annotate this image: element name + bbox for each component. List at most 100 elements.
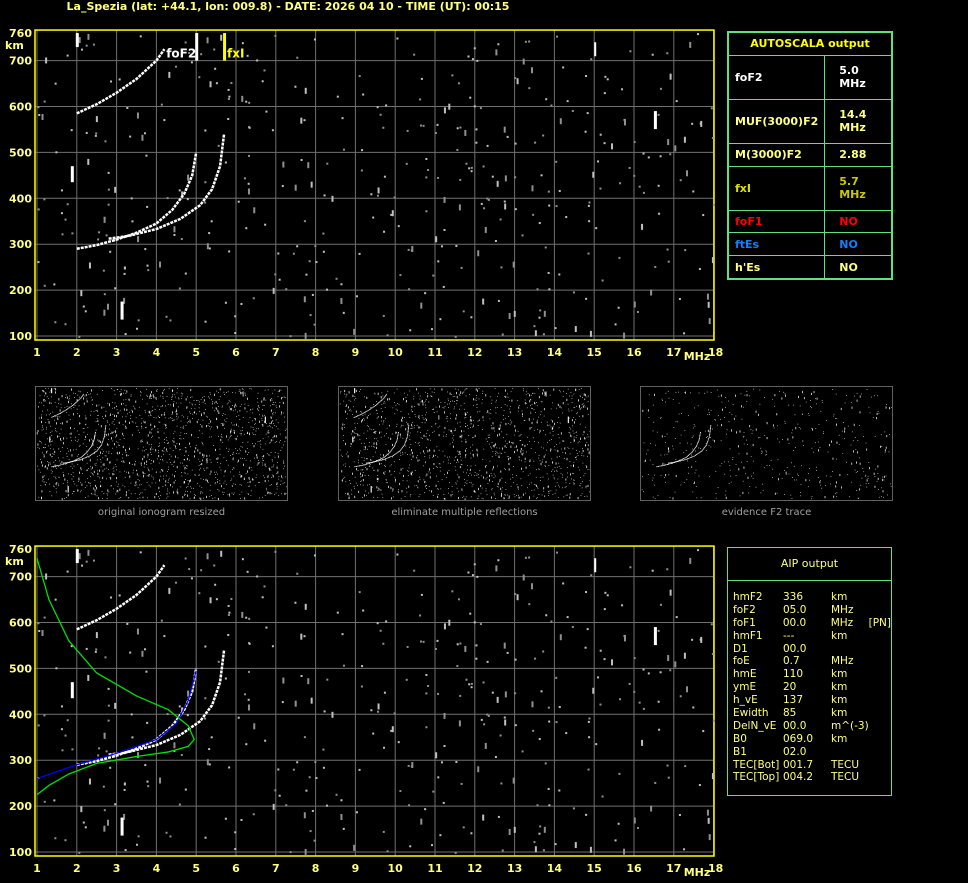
noise-dot [345, 465, 346, 467]
noise-dot [875, 468, 877, 470]
noise-dot [148, 469, 150, 470]
noise-dot [219, 388, 221, 391]
noise-dot [890, 486, 892, 487]
noise-dot [366, 484, 368, 486]
noise-dot [354, 396, 356, 397]
noise-dot [705, 450, 707, 451]
noise-dot [684, 392, 686, 393]
noise-dot [433, 412, 435, 413]
noise-dot [161, 450, 163, 452]
noise-dot [348, 495, 350, 497]
noise-dot [156, 390, 157, 392]
noise-dot [758, 437, 759, 439]
noise-dot [540, 414, 542, 416]
noise-dot [42, 410, 43, 412]
noise-dot [169, 417, 171, 419]
noise-dot [352, 472, 353, 475]
noise-dot [694, 472, 696, 474]
noise-dot [580, 495, 582, 497]
noise-dot [541, 461, 543, 463]
noise-dot [186, 465, 188, 467]
noise-dot [403, 474, 404, 478]
noise-dot [742, 480, 744, 482]
noise-dot [766, 422, 768, 425]
noise-dot [110, 433, 111, 435]
noise-dot [120, 389, 122, 391]
noise-dot [529, 461, 530, 463]
noise-dot [55, 466, 56, 468]
noise-dot [151, 410, 153, 412]
noise-dot [477, 250, 480, 257]
noise-dot [588, 220, 591, 223]
noise-dot [496, 447, 498, 449]
marker-line [195, 33, 199, 61]
noise-dot [683, 452, 685, 454]
noise-dot [467, 571, 470, 574]
noise-dot [122, 457, 124, 459]
noise-dot [400, 452, 401, 454]
noise-dot [544, 495, 546, 497]
noise-dot [447, 391, 448, 393]
noise-dot [532, 729, 535, 732]
noise-dot [230, 597, 233, 600]
noise-dot [464, 389, 466, 391]
noise-dot [101, 448, 103, 450]
noise-dot [158, 462, 160, 464]
noise-dot [113, 390, 115, 392]
noise-dot [501, 333, 504, 336]
noise-dot [687, 460, 688, 462]
noise-dot [71, 388, 72, 391]
aip-cell: TECU [831, 771, 860, 784]
noise-dot [373, 429, 375, 430]
noise-dot [433, 449, 435, 452]
noise-dot [516, 449, 518, 452]
noise-dot [150, 463, 152, 465]
noise-dot [542, 392, 543, 395]
noise-dot [769, 465, 770, 466]
noise-dot [407, 764, 410, 767]
noise-dot [428, 455, 430, 457]
noise-dot [809, 406, 811, 407]
noise-dot [305, 273, 308, 276]
noise-dot [437, 692, 440, 695]
noise-dot [162, 478, 164, 480]
noise-dot [574, 421, 575, 424]
noise-dot [260, 443, 262, 445]
noise-dot [506, 446, 507, 448]
noise-dot [112, 407, 113, 409]
noise-dot [829, 443, 830, 447]
noise-dot [357, 433, 359, 437]
noise-dot [235, 448, 237, 449]
noise-dot [234, 430, 236, 432]
noise-dot [175, 396, 176, 398]
noise-dot [735, 394, 736, 397]
noise-dot [532, 393, 533, 394]
noise-dot [887, 494, 888, 496]
noise-dot [766, 454, 767, 455]
noise-dot [216, 459, 218, 460]
noise-dot [276, 466, 278, 469]
param-value: NO [824, 255, 892, 279]
noise-dot [479, 107, 482, 110]
noise-dot [502, 447, 504, 450]
noise-dot [271, 421, 272, 424]
noise-dot [175, 448, 177, 449]
noise-dot [382, 395, 384, 397]
noise-dot [129, 651, 132, 654]
noise-dot [422, 417, 424, 419]
noise-dot [241, 95, 244, 102]
noise-dot [419, 494, 421, 495]
noise-dot [385, 443, 387, 445]
noise-dot [800, 495, 802, 497]
noise-dot [557, 484, 559, 486]
noise-dot [149, 486, 151, 488]
noise-dot [557, 496, 559, 498]
noise-dot [540, 446, 542, 448]
aip-row: foF2 05.0 MHz [733, 604, 891, 617]
noise-dot [186, 465, 187, 466]
noise-dot [402, 467, 404, 469]
noise-dot [80, 491, 81, 493]
noise-dot [156, 471, 158, 473]
noise-dot [189, 402, 191, 404]
noise-dot [652, 404, 654, 406]
